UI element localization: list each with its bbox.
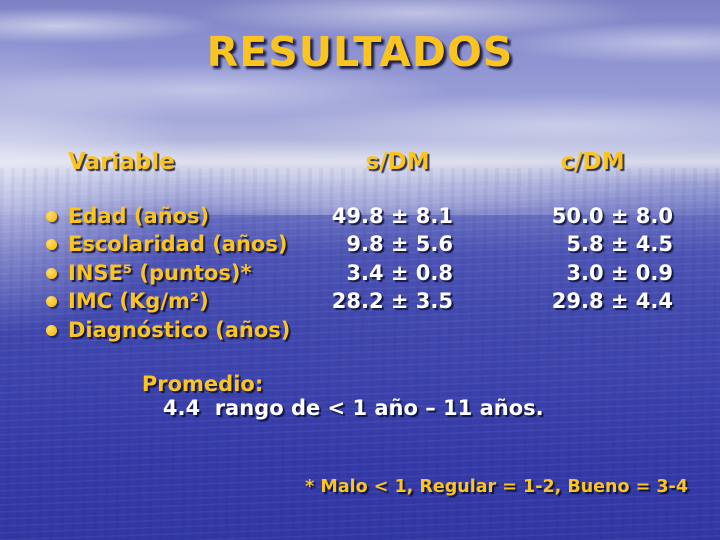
row-cdm-value: 5.8 ± 4.5 [566,232,673,256]
row-label: INSE⁵ (puntos)* [68,261,252,285]
promedio-label: Promedio: [141,372,264,396]
column-header-cdm: c/DM [560,149,625,175]
bullet-icon [46,325,57,336]
footnote-scale: * Malo < 1, Regular = 1-2, Bueno = 3-4 [305,477,688,497]
row-cdm-value: 50.0 ± 8.0 [551,204,673,228]
promedio-line: Promedio: 4.4 rango de < 1 año – 11 años… [98,348,544,444]
table-row: Edad (años) 49.8 ± 8.1 50.0 ± 8.0 [0,204,720,232]
footnotes: * Malo < 1, Regular = 1-2, Bueno = 3-4 5… [133,430,688,540]
row-label: IMC (Kg/m²) [68,289,209,313]
table-row: IMC (Kg/m²) 28.2 ± 3.5 29.8 ± 4.4 [0,289,720,317]
bullet-icon [46,296,57,307]
column-header-sdm: s/DM [365,149,430,175]
row-label: Diagnóstico (años) [68,318,291,342]
table-header-row: Variable s/DM c/DM [0,149,720,175]
bullet-icon [46,268,57,279]
table-row: Escolaridad (años) 9.8 ± 5.6 5.8 ± 4.5 [0,232,720,260]
bullet-icon [46,211,57,222]
row-cdm-value: 29.8 ± 4.4 [551,289,673,313]
row-cdm-value: 3.0 ± 0.9 [566,261,673,285]
row-sdm-value: 3.4 ± 0.8 [346,261,453,285]
row-sdm-value: 9.8 ± 5.6 [346,232,453,256]
row-sdm-value: 28.2 ± 3.5 [331,289,453,313]
table-row: Diagnóstico (años) [0,318,720,346]
slide-title: RESULTADOS [206,28,514,76]
row-label: Edad (años) [68,204,210,228]
promedio-value: 4.4 rango de < 1 año – 11 años. [162,396,544,420]
row-sdm-value: 49.8 ± 8.1 [331,204,453,228]
column-header-variable: Variable [68,149,175,175]
bullet-icon [46,239,57,250]
row-label: Escolaridad (años) [68,232,288,256]
table-row: INSE⁵ (puntos)* 3.4 ± 0.8 3.0 ± 0.9 [0,261,720,289]
